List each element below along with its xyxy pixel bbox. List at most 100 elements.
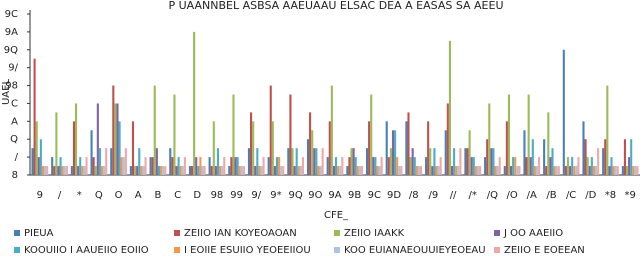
y-tick-label: C	[11, 98, 18, 109]
bar	[492, 148, 495, 175]
bar	[464, 148, 467, 175]
legend-swatch	[174, 230, 180, 236]
bar	[606, 85, 609, 175]
bar	[39, 139, 42, 175]
x-tick-label: O	[115, 190, 123, 201]
bar	[354, 157, 357, 175]
x-tick-label: 9O	[308, 190, 322, 201]
bar	[628, 157, 631, 175]
bar	[238, 166, 241, 175]
bar	[144, 157, 147, 175]
bar	[94, 166, 97, 175]
bar	[155, 148, 158, 175]
bar	[588, 166, 591, 175]
x-tick-label: /D	[585, 190, 596, 201]
y-tick-label: 8	[12, 170, 18, 181]
bar	[625, 166, 629, 175]
bar	[577, 157, 580, 175]
bar	[103, 166, 106, 175]
bar	[278, 157, 281, 175]
bar	[149, 157, 152, 175]
bar	[212, 121, 215, 175]
bar	[535, 166, 539, 175]
bar	[425, 157, 428, 175]
x-tick-label: *9	[624, 190, 635, 201]
bar	[586, 157, 589, 175]
bar	[398, 166, 401, 175]
bar	[590, 157, 593, 175]
bar	[350, 148, 353, 175]
bar	[98, 148, 101, 175]
legend-label: ZEIIO E EOEEAN	[504, 245, 585, 256]
bar	[254, 166, 257, 175]
bar	[459, 148, 462, 175]
legend-label: ZEIIO IAAKK	[344, 228, 405, 239]
bar	[419, 166, 423, 175]
bar	[582, 121, 585, 175]
bar	[234, 157, 237, 175]
bar	[118, 121, 121, 175]
bar	[110, 148, 113, 175]
bar	[208, 157, 211, 175]
x-tick-label: 9B	[348, 190, 361, 201]
bar	[90, 130, 93, 175]
bar	[616, 166, 619, 175]
x-tick-label: /8	[409, 190, 419, 201]
bar	[175, 166, 178, 175]
bar	[138, 148, 141, 175]
bar	[44, 166, 47, 175]
bar	[92, 157, 95, 175]
bar	[490, 148, 493, 175]
x-tick-label: *	[77, 190, 82, 201]
y-tick-label: A	[11, 116, 18, 127]
legend-swatch	[334, 247, 340, 253]
y-tick-label: 9C	[5, 9, 18, 20]
legend-label: KOO EUIANAEOUUIEYEOEAU	[344, 245, 486, 256]
bar	[446, 103, 449, 175]
y-tick-label: 98	[5, 81, 18, 92]
bar	[240, 166, 243, 175]
bar	[562, 49, 565, 175]
bar	[61, 166, 64, 175]
bar	[131, 121, 135, 175]
x-tick-label: 99	[230, 190, 243, 201]
bar	[319, 166, 322, 175]
bar	[358, 166, 361, 175]
bar	[543, 139, 546, 175]
legend-swatch	[494, 247, 500, 253]
legend-label: PIEUA	[24, 228, 54, 239]
bar	[527, 94, 530, 175]
bar	[610, 157, 613, 175]
bar	[510, 166, 513, 175]
bar	[632, 166, 635, 175]
legend-label: I EOIIE ESUIIO YEOEEIIOU	[184, 245, 311, 256]
bar	[356, 166, 359, 175]
bar	[507, 94, 511, 175]
bar	[368, 121, 371, 175]
bar	[37, 157, 40, 175]
bar	[271, 121, 274, 175]
bar	[604, 139, 607, 175]
bar	[177, 157, 180, 175]
bar	[326, 157, 329, 175]
bar	[223, 157, 226, 175]
bar	[518, 166, 521, 175]
bar	[46, 166, 49, 175]
y-tick-label: /	[15, 152, 19, 163]
bar	[612, 166, 615, 175]
bar	[433, 148, 436, 175]
bar	[31, 148, 34, 175]
bar	[387, 157, 390, 175]
bar	[335, 157, 338, 175]
bar	[219, 166, 222, 175]
bar	[400, 166, 403, 175]
bar	[531, 139, 534, 175]
bar	[330, 85, 333, 175]
bar	[523, 130, 526, 175]
bar	[533, 166, 536, 175]
bar	[450, 166, 454, 175]
bar	[188, 166, 191, 175]
bar	[289, 94, 292, 175]
bar	[313, 148, 316, 175]
bar	[190, 166, 194, 175]
